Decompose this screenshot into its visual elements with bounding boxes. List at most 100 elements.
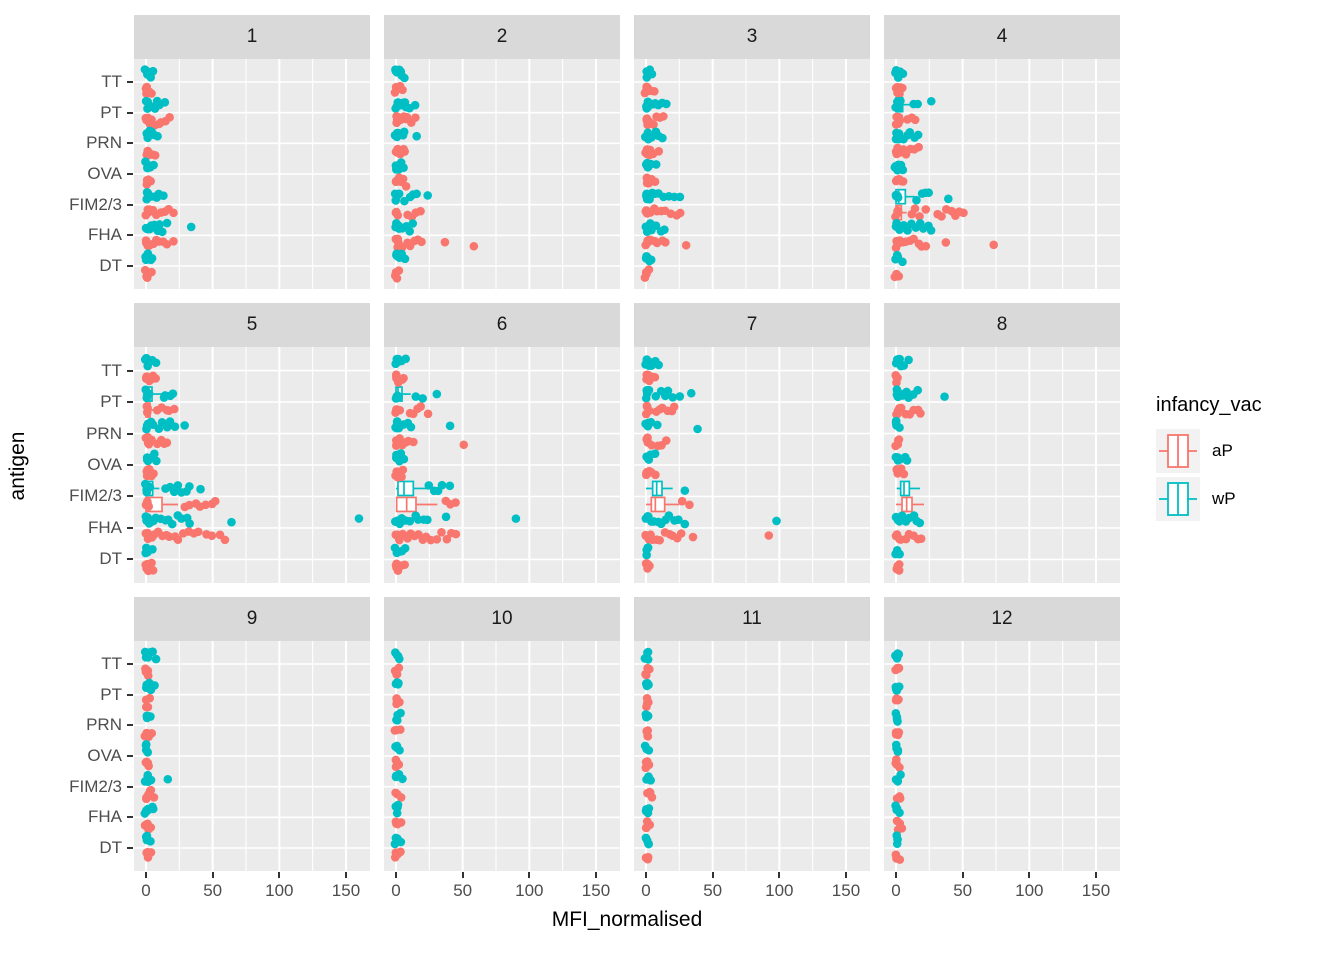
x-tick-label: 150 — [581, 881, 611, 900]
x-tick-label: 0 — [391, 881, 401, 900]
x-tick-mark — [844, 872, 847, 878]
y-tick-mark — [127, 173, 133, 175]
facet-panel-12 — [884, 641, 1120, 871]
x-tick-mark — [961, 872, 964, 878]
facet-strip-8: 8 — [884, 303, 1120, 347]
facet-panel-8 — [884, 347, 1120, 583]
facet-panel-6 — [384, 347, 620, 583]
y-tick-label-PRN: PRN — [86, 715, 122, 735]
y-tick-mark — [127, 432, 133, 435]
facet-panel-7 — [634, 347, 870, 583]
y-tick-mark — [127, 265, 133, 267]
facet-strip-4: 4 — [884, 15, 1120, 59]
x-tick-label: 100 — [515, 881, 544, 900]
y-tick-label-DT: DT — [99, 838, 122, 857]
y-tick-label-FIM2-3: FIM2/3 — [69, 776, 122, 796]
x-tick-mark — [1094, 872, 1097, 878]
x-tick-mark — [344, 872, 347, 878]
facet-strip-11: 11 — [634, 597, 870, 641]
legend-entry-wP: wP — [1156, 477, 1344, 521]
facet-strip-9: 9 — [134, 597, 370, 641]
y-tick-mark — [127, 755, 133, 757]
y-tick-mark — [127, 816, 133, 819]
legend-key-boxplot-wP-icon — [1156, 477, 1200, 521]
legend-key-boxplot-aP-icon — [1156, 429, 1200, 473]
x-tick-label: 50 — [453, 881, 473, 900]
x-tick-mark — [895, 872, 897, 878]
y-tick-label-DT: DT — [99, 256, 122, 275]
x-tick-mark — [395, 872, 397, 878]
y-tick-label-FHA: FHA — [88, 225, 122, 245]
x-tick-label: 100 — [1015, 881, 1044, 900]
y-tick-label-PT: PT — [100, 684, 122, 704]
facet-strip-10: 10 — [384, 597, 620, 641]
y-tick-mark — [127, 847, 133, 849]
y-tick-label-FIM2-3: FIM2/3 — [69, 194, 122, 214]
y-tick-mark — [127, 558, 133, 561]
y-tick-mark — [127, 142, 133, 145]
y-tick-mark — [127, 81, 133, 83]
y-tick-mark — [127, 724, 133, 727]
y-tick-label-OVA: OVA — [87, 455, 122, 474]
y-tick-mark — [127, 464, 133, 466]
legend: infancy_vac aP wP — [1156, 394, 1344, 525]
y-tick-mark — [127, 495, 133, 498]
facet-strip-7: 7 — [634, 303, 870, 347]
y-tick-label-FHA: FHA — [88, 517, 122, 537]
y-tick-label-PT: PT — [100, 102, 122, 122]
x-tick-mark — [278, 872, 281, 878]
facet-strip-2: 2 — [384, 15, 620, 59]
x-tick-label: 150 — [1081, 881, 1111, 900]
y-tick-label-PRN: PRN — [86, 423, 122, 443]
facet-panel-2 — [384, 59, 620, 289]
x-tick-mark — [1028, 872, 1031, 878]
x-tick-mark — [461, 872, 464, 878]
x-tick-mark — [778, 872, 781, 878]
x-tick-mark — [645, 872, 647, 878]
y-tick-label-TT: TT — [101, 72, 122, 91]
x-tick-label: 100 — [765, 881, 794, 900]
x-tick-mark — [711, 872, 714, 878]
legend-title: infancy_vac — [1156, 394, 1262, 416]
y-tick-mark — [127, 663, 133, 665]
x-tick-label: 0 — [891, 881, 901, 900]
y-tick-label-OVA: OVA — [87, 164, 122, 183]
x-tick-mark — [145, 872, 147, 878]
y-axis-title: antigen — [6, 431, 29, 501]
y-tick-mark — [127, 401, 133, 404]
y-tick-mark — [127, 369, 133, 372]
facet-panel-10 — [384, 641, 620, 871]
facet-panel-4 — [884, 59, 1120, 289]
x-tick-label: 150 — [831, 881, 861, 900]
facet-panel-5 — [134, 347, 370, 583]
legend-label-aP: aP — [1212, 441, 1233, 460]
y-tick-label-PT: PT — [100, 392, 122, 412]
x-tick-label: 100 — [265, 881, 294, 900]
y-tick-mark — [127, 693, 133, 696]
x-tick-mark — [528, 872, 531, 878]
y-tick-label-FHA: FHA — [88, 807, 122, 827]
facet-panel-9 — [134, 641, 370, 871]
facet-strip-12: 12 — [884, 597, 1120, 641]
facet-strip-5: 5 — [134, 303, 370, 347]
x-tick-label: 50 — [703, 881, 723, 900]
x-tick-label: 0 — [141, 881, 151, 900]
y-tick-label-TT: TT — [101, 654, 122, 673]
y-tick-label-DT: DT — [99, 549, 122, 569]
y-tick-label-TT: TT — [101, 360, 122, 380]
x-tick-mark — [211, 872, 214, 878]
x-tick-label: 0 — [641, 881, 651, 900]
x-tick-label: 50 — [203, 881, 223, 900]
facet-strip-3: 3 — [634, 15, 870, 59]
y-tick-mark — [127, 111, 133, 114]
facet-strip-1: 1 — [134, 15, 370, 59]
y-tick-label-OVA: OVA — [87, 746, 122, 765]
x-tick-mark — [594, 872, 597, 878]
x-tick-label: 50 — [953, 881, 973, 900]
x-tick-label: 150 — [331, 881, 361, 900]
y-tick-mark — [127, 526, 133, 529]
legend-label-wP: wP — [1212, 489, 1236, 508]
y-tick-mark — [127, 203, 133, 206]
x-axis-title: MFI_normalised — [551, 908, 703, 931]
